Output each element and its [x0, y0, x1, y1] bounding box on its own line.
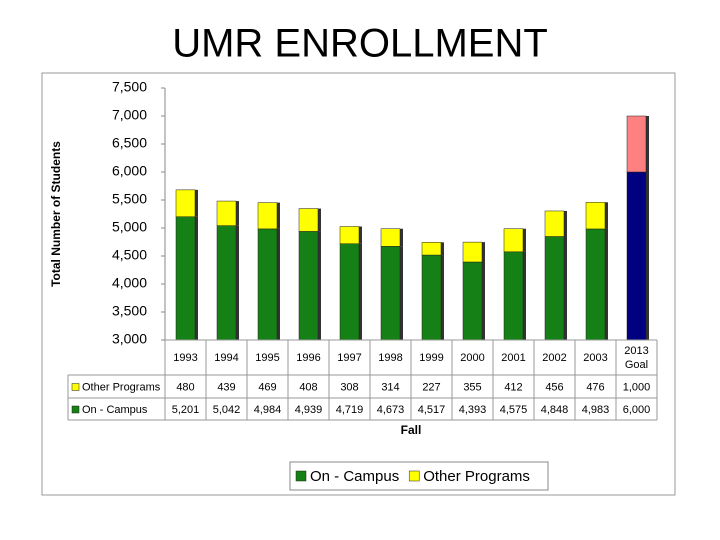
y-tick-label: 3,500 [112, 303, 147, 319]
legend-key [295, 470, 307, 482]
bar-segment [298, 208, 319, 232]
table-value: 4,673 [377, 404, 405, 416]
y-tick-label: 6,500 [112, 135, 147, 151]
table-value: 1,000 [623, 381, 651, 393]
bar-segment [462, 241, 483, 263]
bar-segment [585, 228, 606, 341]
x-tick-label: 1993 [173, 352, 198, 364]
category-cell: 2001 [501, 352, 526, 364]
table-value: 408 [299, 381, 317, 393]
x-axis-label: Fall [401, 423, 422, 437]
bar-segment [421, 242, 442, 256]
y-tick-label: 7,000 [112, 107, 147, 123]
table-value: 4,983 [582, 404, 610, 416]
table-value: 469 [258, 381, 276, 393]
bar-segment [216, 200, 237, 226]
category-cell: 1998 [378, 352, 403, 364]
x-tick-label: 1998 [378, 352, 403, 364]
table-row-label: Other Programs [82, 381, 161, 393]
x-tick-label: 2000 [460, 352, 485, 364]
category-cell: 1997 [337, 352, 362, 364]
table-value: 4,848 [541, 404, 569, 416]
y-tick-label: 5,500 [112, 191, 147, 207]
table-value: 314 [381, 381, 399, 393]
bar-segment [544, 210, 565, 237]
legend-key [408, 470, 420, 482]
x-tick-label: 2003 [583, 352, 608, 364]
table-value: 5,201 [172, 404, 200, 416]
bar-segment [339, 243, 360, 341]
legend-label: On - Campus [310, 468, 399, 485]
category-cell: 1995 [255, 352, 280, 364]
bar-segment [544, 236, 565, 341]
table-value: 308 [340, 381, 358, 393]
bar-segment [462, 261, 483, 341]
category-cell: 2002 [542, 352, 567, 364]
bar-segment [585, 202, 606, 230]
table-value: 4,939 [295, 404, 323, 416]
table-value: 480 [176, 381, 194, 393]
category-cell: 2003 [583, 352, 608, 364]
x-tick-label: 2013 Goal [624, 345, 649, 371]
y-tick-label: 5,000 [112, 219, 147, 235]
category-cell: 2000 [460, 352, 485, 364]
table-value: 412 [504, 381, 522, 393]
table-legend-key [71, 405, 80, 414]
table-value: 355 [463, 381, 481, 393]
bar-segment [503, 228, 524, 253]
table-legend-key [71, 383, 80, 391]
table-value: 4,984 [254, 404, 282, 416]
x-tick-label: 1996 [296, 352, 321, 364]
y-tick-label: 4,500 [112, 247, 147, 263]
y-tick-label: 3,000 [112, 331, 147, 347]
table-value: 4,719 [336, 404, 364, 416]
category-cell: 1994 [214, 352, 239, 364]
bar-segment [339, 226, 360, 244]
y-tick-label: 6,000 [112, 163, 147, 179]
table-value: 227 [422, 381, 440, 393]
y-tick-label: 4,000 [112, 275, 147, 291]
bar-segment [257, 202, 278, 230]
bar-segment [626, 115, 647, 173]
bar-segment [380, 228, 401, 247]
bar-segment [503, 251, 524, 341]
table-value: 4,517 [418, 404, 446, 416]
legend-label: Other Programs [423, 468, 530, 485]
x-tick-label: 1999 [419, 352, 444, 364]
y-tick-label: 7,500 [112, 79, 147, 95]
table-value: 476 [586, 381, 604, 393]
slide-title: UMR ENROLLMENT [172, 22, 548, 66]
category-cell: 2013 Goal [624, 345, 649, 371]
category-cell: 1993 [173, 352, 198, 364]
x-tick-label: 2002 [542, 352, 567, 364]
table-value: 439 [217, 381, 235, 393]
table-value: 5,042 [213, 404, 241, 416]
bar-segment [380, 246, 401, 341]
y-axis-label: Total Number of Students [49, 141, 63, 287]
bar-segment [257, 228, 278, 341]
table-row-label: On - Campus [82, 404, 148, 416]
bar-segment [421, 254, 442, 341]
bar-segment [175, 216, 196, 341]
category-cell: 1999 [419, 352, 444, 364]
x-tick-label: 1994 [214, 352, 239, 364]
x-tick-label: 1995 [255, 352, 280, 364]
table-value: 4,393 [459, 404, 487, 416]
table-value: 6,000 [623, 404, 651, 416]
bar-segment [626, 171, 647, 341]
x-tick-label: 1997 [337, 352, 362, 364]
bar-segment [298, 231, 319, 341]
table-value: 4,575 [500, 404, 528, 416]
bar-segment [175, 189, 196, 217]
bar-segment [216, 225, 237, 341]
x-tick-label: 2001 [501, 352, 526, 364]
category-cell: 1996 [296, 352, 321, 364]
table-value: 456 [545, 381, 563, 393]
